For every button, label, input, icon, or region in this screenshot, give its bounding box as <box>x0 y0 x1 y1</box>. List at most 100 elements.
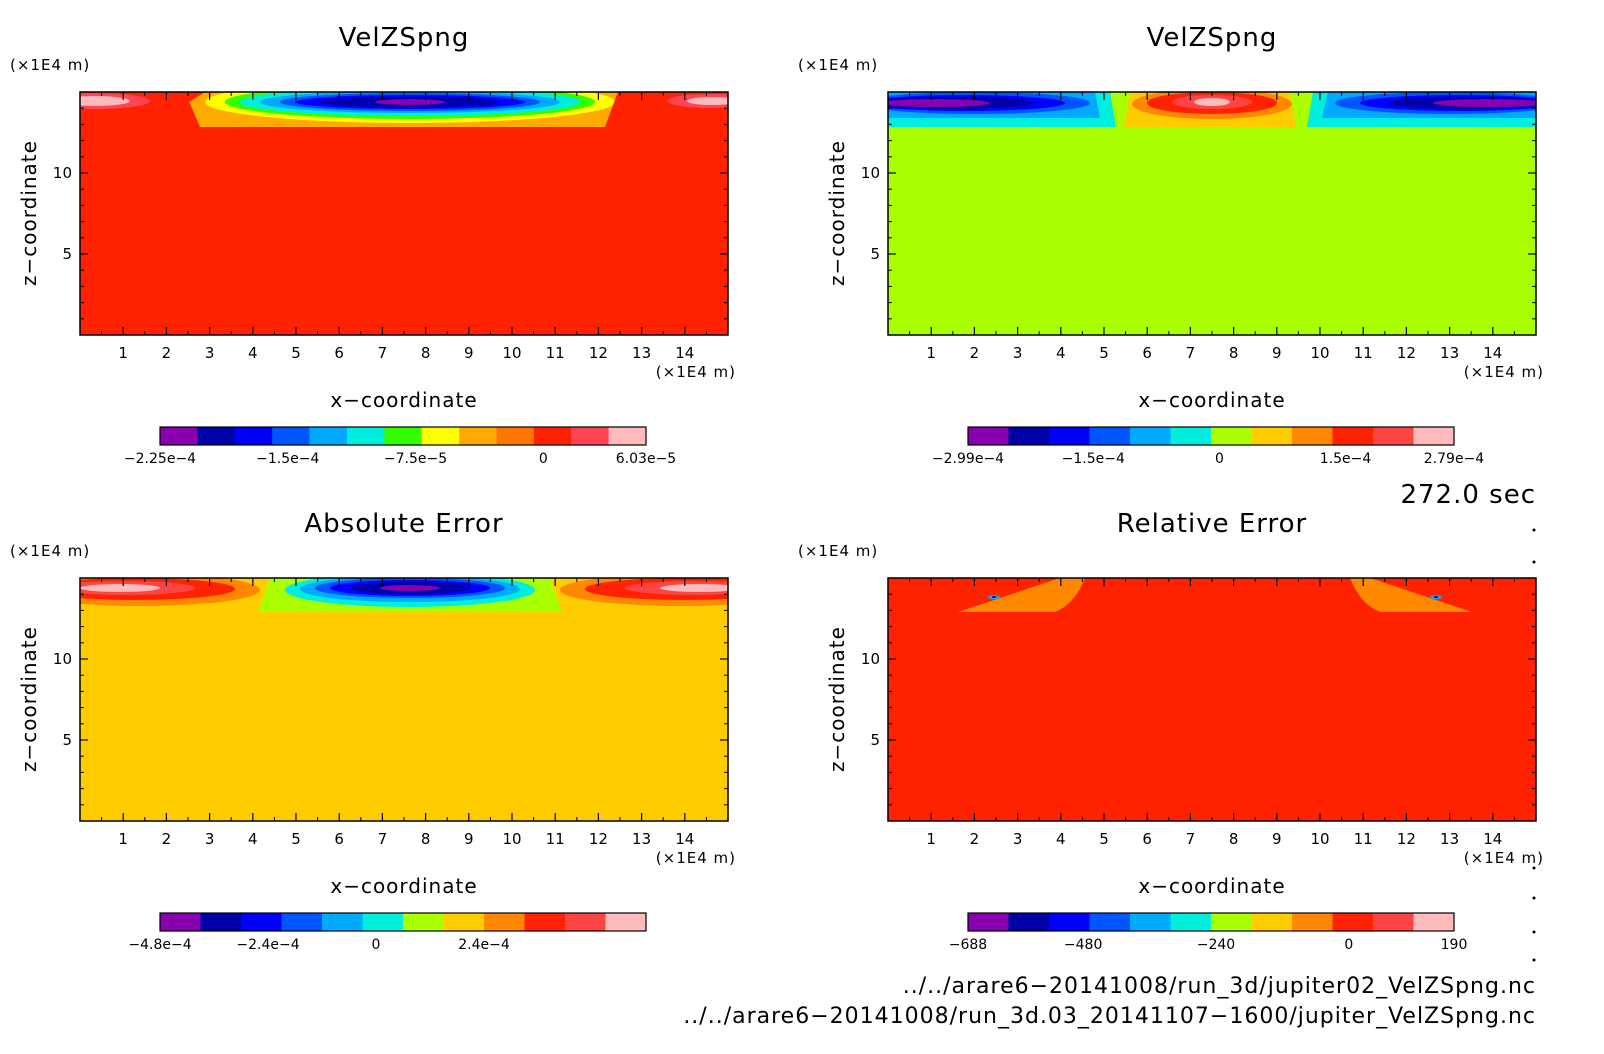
z-tick-label: 5 <box>62 245 72 263</box>
colorbar-label: −7.5e−5 <box>384 451 447 467</box>
x-unit-label: (×1E4 m) <box>656 849 736 867</box>
panel-title: VelZSpng <box>1147 23 1278 53</box>
colorbar-segment <box>1211 913 1252 931</box>
colorbar-segment <box>200 913 242 931</box>
x-tick-label: 10 <box>1310 344 1329 362</box>
x-tick-label: 12 <box>1397 830 1416 848</box>
colorbar-segment <box>1292 913 1333 931</box>
colorbar-segment <box>1170 913 1212 931</box>
colorbar: −688 −480 −240 0 190 <box>949 912 1467 953</box>
contour-band-lightpink-center <box>1194 98 1230 106</box>
colorbar-label: 6.03e−5 <box>616 451 676 467</box>
x-tick-label: 2 <box>162 830 172 848</box>
colorbar-segment <box>1332 427 1374 445</box>
x-tick-label: 11 <box>546 830 565 848</box>
x-tick-label: 10 <box>502 830 521 848</box>
colorbar-segment <box>281 913 323 931</box>
source-file-1: ../../arare6−20141008/run_3d/jupiter02_V… <box>903 974 1536 999</box>
colorbar-label: 2.4e−4 <box>458 937 510 953</box>
x-tick-label: 13 <box>1440 344 1459 362</box>
colorbar-segment <box>484 913 525 931</box>
field-background <box>888 92 1536 335</box>
x-tick-label: 3 <box>205 344 215 362</box>
x-tick-label: 11 <box>1354 830 1373 848</box>
x-tick-label: 3 <box>1013 344 1023 362</box>
colorbar-label: −2.4e−4 <box>236 937 299 953</box>
colorbar: −4.8e−4 −2.4e−4 0 2.4e−4 <box>128 912 647 953</box>
heatmap-field <box>888 92 1536 335</box>
x-tick-label: 9 <box>1272 344 1282 362</box>
colorbar-frame <box>159 426 647 446</box>
colorbar-segment <box>1130 427 1171 445</box>
x-tick-label: 9 <box>1272 830 1282 848</box>
z-axis-label: z−coordinate <box>825 626 849 772</box>
colorbar-label: −240 <box>1197 937 1235 953</box>
z-axis-label: z−coordinate <box>17 626 41 772</box>
z-tick-label: 10 <box>53 164 72 182</box>
colorbar-segment <box>272 427 311 445</box>
x-tick-label: 3 <box>1013 830 1023 848</box>
x-tick-label: 2 <box>162 344 172 362</box>
x-tick-label: 14 <box>1483 830 1502 848</box>
colorbar-segment <box>605 913 647 931</box>
z-tick-label: 10 <box>861 650 880 668</box>
field-background <box>80 578 728 821</box>
x-tick-label: 12 <box>589 830 608 848</box>
x-tick-label: 8 <box>421 344 431 362</box>
z-axis-label: z−coordinate <box>17 140 41 286</box>
x-tick-label: 9 <box>464 830 474 848</box>
contour-band-purple-left <box>888 99 990 107</box>
colorbar-segment <box>1332 913 1374 931</box>
colorbar-segment <box>1130 913 1171 931</box>
colorbar-label: −2.99e−4 <box>932 451 1004 467</box>
contour-band-purple-right <box>1433 99 1536 107</box>
x-tick-label: 3 <box>205 830 215 848</box>
x-axis-label: x−coordinate <box>330 388 477 412</box>
colorbar-segment <box>322 913 363 931</box>
contour-band-purple <box>380 585 440 591</box>
time-label: 272.0 sec <box>1400 480 1536 510</box>
colorbar-label: −1.5e−4 <box>256 451 319 467</box>
x-tick-label: 10 <box>502 344 521 362</box>
x-tick-label: 1 <box>926 344 936 362</box>
source-file-2: ../../arare6−20141008/run_3d.03_20141107… <box>683 1004 1536 1029</box>
z-tick-label: 10 <box>861 164 880 182</box>
colorbar-label: −4.8e−4 <box>128 937 191 953</box>
contour-spot-core-left <box>992 596 996 598</box>
colorbar-segment <box>1373 427 1414 445</box>
colorbar-segment <box>1373 913 1414 931</box>
x-tick-label: 7 <box>1186 344 1196 362</box>
colorbar-label: 0 <box>539 451 548 467</box>
colorbar-segment <box>421 427 460 445</box>
x-tick-label: 6 <box>334 830 344 848</box>
colorbar-segment <box>571 427 610 445</box>
colorbar-segment <box>524 913 566 931</box>
colorbar-segment <box>1008 913 1050 931</box>
colorbar-segment <box>1089 913 1131 931</box>
x-tick-label: 2 <box>970 830 980 848</box>
x-tick-label: 1 <box>118 344 128 362</box>
x-axis-label: x−coordinate <box>1138 388 1285 412</box>
colorbar-segment <box>533 427 572 445</box>
z-unit-label: (×1E4 m) <box>10 542 90 560</box>
x-tick-label: 6 <box>1142 830 1152 848</box>
colorbar-segment <box>608 427 647 445</box>
x-tick-label: 1 <box>118 830 128 848</box>
colorbar: −2.25e−4 −1.5e−4 −7.5e−5 0 6.03e−5 <box>124 426 676 467</box>
corner-band-lightpink-left <box>80 96 130 106</box>
colorbar-segment <box>1049 427 1090 445</box>
colorbar-label: 0 <box>1344 937 1353 953</box>
colorbar-segment <box>1008 427 1050 445</box>
z-tick-label: 5 <box>870 245 880 263</box>
colorbar-segment <box>197 427 236 445</box>
x-tick-label: 6 <box>334 344 344 362</box>
colorbar-segment <box>309 427 348 445</box>
x-tick-label: 8 <box>1229 830 1239 848</box>
contour-band-orange-right <box>1350 578 1472 612</box>
x-axis-label: x−coordinate <box>330 874 477 898</box>
colorbar-segment <box>1413 427 1455 445</box>
x-unit-label: (×1E4 m) <box>656 363 736 381</box>
